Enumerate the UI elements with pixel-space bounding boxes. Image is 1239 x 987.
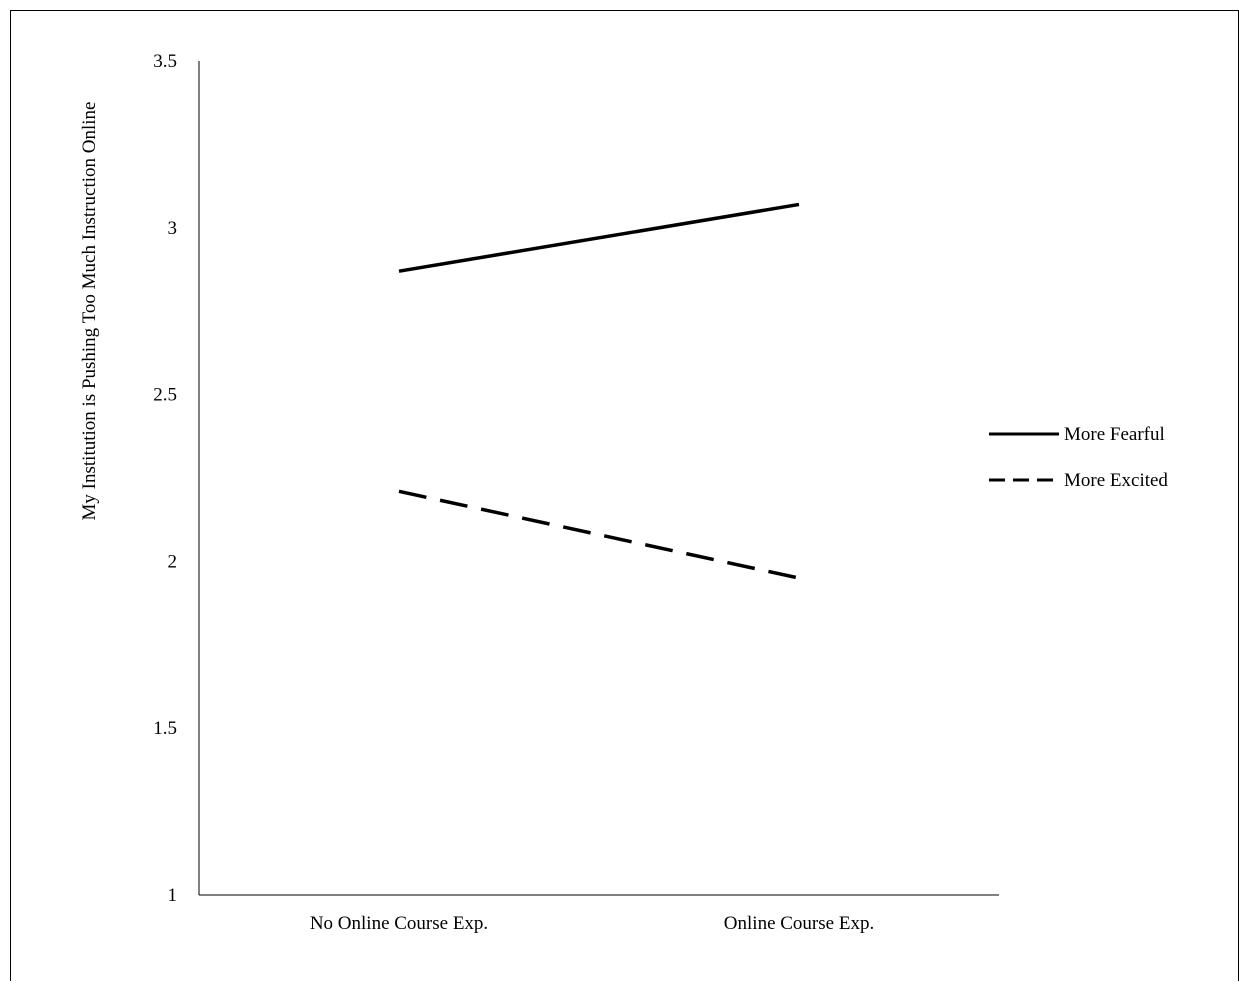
legend-label-2: More Excited bbox=[1064, 470, 1168, 491]
legend: More Fearful More Excited bbox=[989, 424, 1168, 491]
y-tick-label: 3 bbox=[168, 218, 178, 239]
series-line-2 bbox=[398, 489, 800, 580]
x-tick-label: No Online Course Exp. bbox=[310, 913, 488, 934]
legend-label-1: More Fearful bbox=[1064, 424, 1165, 445]
series-line-1 bbox=[398, 202, 800, 273]
y-axis-label: My Institution is Pushing Too Much Instr… bbox=[79, 102, 100, 521]
y-tick-labels: 1 1.5 2 2.5 3 3.5 bbox=[153, 51, 177, 906]
y-tick-label: 2.5 bbox=[153, 385, 177, 406]
y-tick-label: 1.5 bbox=[153, 718, 177, 739]
line-chart: 1 1.5 2 2.5 3 3.5 No Online Course Exp. Online… bbox=[79, 51, 1168, 934]
x-tick-labels: No Online Course Exp. Online Course Exp. bbox=[310, 913, 874, 934]
series-lines bbox=[398, 202, 800, 580]
x-tick-label: Online Course Exp. bbox=[724, 913, 874, 934]
y-tick-label: 1 bbox=[168, 885, 178, 906]
chart-frame: 1 1.5 2 2.5 3 3.5 No Online Course Exp. Online… bbox=[10, 10, 1239, 981]
y-tick-label: 3.5 bbox=[153, 51, 177, 72]
y-tick-label: 2 bbox=[168, 551, 178, 572]
